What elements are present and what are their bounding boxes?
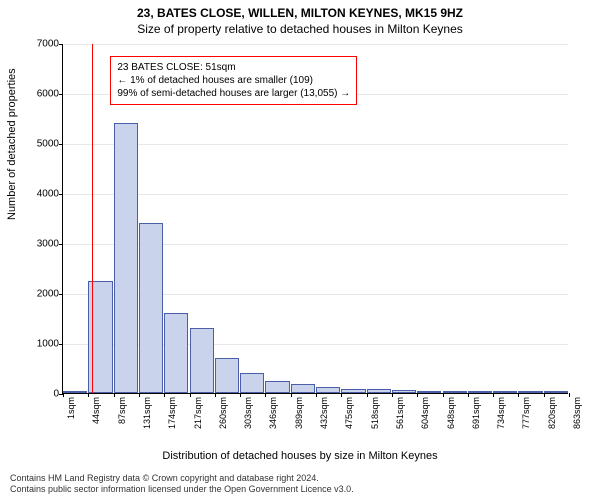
x-tick-mark — [316, 393, 317, 397]
y-tick-label: 6000 — [23, 89, 63, 100]
y-tick-label: 5000 — [23, 139, 63, 150]
x-tick-mark — [392, 393, 393, 397]
histogram-bar — [139, 223, 163, 393]
histogram-bar — [164, 313, 188, 393]
page-title-1: 23, BATES CLOSE, WILLEN, MILTON KEYNES, … — [0, 0, 600, 20]
y-tick-label: 3000 — [23, 239, 63, 250]
x-tick-label: 604sqm — [420, 397, 430, 429]
x-tick-mark — [139, 393, 140, 397]
x-tick-mark — [291, 393, 292, 397]
y-tick-label: 2000 — [23, 289, 63, 300]
y-tick-label: 7000 — [23, 39, 63, 50]
x-tick-mark — [114, 393, 115, 397]
x-tick-mark — [341, 393, 342, 397]
histogram-bar — [114, 123, 138, 393]
histogram-bar — [367, 389, 391, 393]
x-tick-label: 820sqm — [547, 397, 557, 429]
histogram-chart: 010002000300040005000600070001sqm44sqm87… — [62, 44, 568, 394]
x-tick-mark — [493, 393, 494, 397]
x-tick-label: 475sqm — [344, 397, 354, 429]
x-axis-label: Distribution of detached houses by size … — [0, 450, 600, 462]
histogram-bar — [493, 391, 517, 393]
footer-line-2: Contains public sector information licen… — [10, 484, 590, 496]
histogram-bar — [544, 391, 568, 393]
x-tick-mark — [518, 393, 519, 397]
x-tick-label: 561sqm — [395, 397, 405, 429]
histogram-bar — [291, 384, 315, 393]
histogram-bar — [190, 328, 214, 393]
y-tick-label: 4000 — [23, 189, 63, 200]
y-tick-mark — [59, 144, 63, 145]
x-tick-mark — [417, 393, 418, 397]
x-tick-mark — [190, 393, 191, 397]
histogram-bar — [468, 391, 492, 393]
x-tick-mark — [544, 393, 545, 397]
histogram-bar — [316, 387, 340, 393]
y-tick-mark — [59, 194, 63, 195]
x-tick-label: 518sqm — [370, 397, 380, 429]
page-title-2: Size of property relative to detached ho… — [0, 20, 600, 36]
x-tick-label: 863sqm — [572, 397, 582, 429]
x-tick-label: 432sqm — [319, 397, 329, 429]
histogram-bar — [417, 391, 441, 394]
footer-attribution: Contains HM Land Registry data © Crown c… — [10, 473, 590, 496]
x-tick-mark — [367, 393, 368, 397]
histogram-bar — [240, 373, 264, 393]
y-axis-label: Number of detached properties — [6, 68, 18, 220]
histogram-bar — [443, 391, 467, 393]
y-tick-label: 1000 — [23, 339, 63, 350]
x-tick-mark — [164, 393, 165, 397]
x-tick-label: 260sqm — [218, 397, 228, 429]
gridline — [63, 44, 568, 45]
histogram-bar — [265, 381, 289, 394]
y-tick-mark — [59, 294, 63, 295]
x-tick-mark — [265, 393, 266, 397]
histogram-bar — [518, 391, 542, 393]
callout-line-1: 23 BATES CLOSE: 51sqm — [117, 61, 350, 74]
x-tick-label: 1sqm — [66, 397, 76, 419]
x-tick-mark — [215, 393, 216, 397]
callout-line-3: 99% of semi-detached houses are larger (… — [117, 87, 350, 100]
gridline — [63, 144, 568, 145]
histogram-bar — [215, 358, 239, 393]
x-tick-label: 389sqm — [294, 397, 304, 429]
x-tick-label: 303sqm — [243, 397, 253, 429]
footer-line-1: Contains HM Land Registry data © Crown c… — [10, 473, 590, 485]
x-tick-label: 777sqm — [521, 397, 531, 429]
histogram-bar — [392, 390, 416, 393]
x-tick-mark — [443, 393, 444, 397]
y-tick-mark — [59, 244, 63, 245]
callout-line-2: ← 1% of detached houses are smaller (109… — [117, 74, 350, 87]
x-tick-label: 174sqm — [167, 397, 177, 429]
y-tick-mark — [59, 94, 63, 95]
x-tick-label: 648sqm — [446, 397, 456, 429]
x-tick-label: 217sqm — [193, 397, 203, 429]
x-tick-label: 691sqm — [471, 397, 481, 429]
x-tick-label: 131sqm — [142, 397, 152, 429]
callout-box: 23 BATES CLOSE: 51sqm← 1% of detached ho… — [110, 56, 357, 105]
x-tick-mark — [240, 393, 241, 397]
x-tick-label: 346sqm — [268, 397, 278, 429]
y-tick-mark — [59, 44, 63, 45]
x-tick-label: 87sqm — [117, 397, 127, 424]
histogram-bar — [341, 389, 365, 394]
x-tick-label: 44sqm — [91, 397, 101, 424]
x-tick-mark — [569, 393, 570, 397]
histogram-bar — [63, 391, 87, 394]
x-tick-label: 734sqm — [496, 397, 506, 429]
x-tick-mark — [63, 393, 64, 397]
y-tick-label: 0 — [23, 389, 63, 400]
gridline — [63, 194, 568, 195]
x-tick-mark — [468, 393, 469, 397]
property-marker-line — [92, 44, 93, 393]
x-tick-mark — [88, 393, 89, 397]
y-tick-mark — [59, 344, 63, 345]
